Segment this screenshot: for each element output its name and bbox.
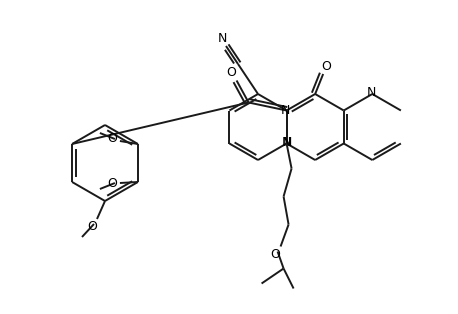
Text: N: N — [217, 31, 227, 45]
Text: O: O — [107, 176, 117, 190]
Text: O: O — [271, 248, 280, 261]
Text: N: N — [283, 136, 292, 149]
Text: N: N — [366, 85, 376, 99]
Text: N: N — [282, 136, 291, 149]
Text: O: O — [227, 66, 236, 79]
Text: O: O — [87, 220, 97, 234]
Text: O: O — [107, 133, 117, 145]
Text: N: N — [281, 104, 290, 117]
Text: O: O — [321, 59, 331, 73]
